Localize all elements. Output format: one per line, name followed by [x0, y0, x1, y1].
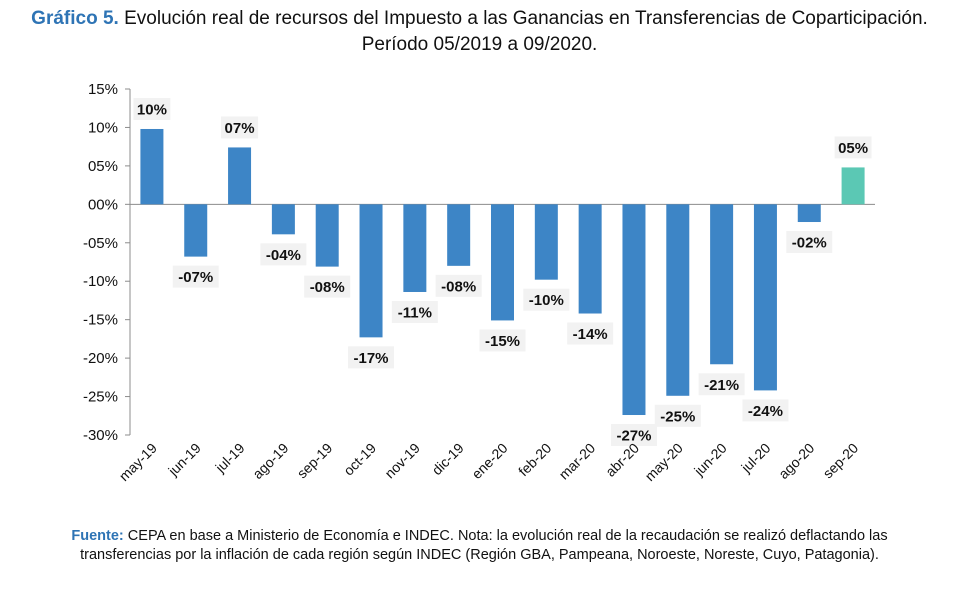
source-note: Fuente: CEPA en base a Ministerio de Eco… [40, 527, 919, 565]
bar-jun-19 [184, 204, 208, 257]
data-label-box [260, 243, 307, 266]
bar-ene-20 [491, 204, 514, 321]
bar-ago-19 [271, 204, 295, 235]
data-label-box [742, 399, 789, 422]
y-tick-label: 10% [88, 119, 118, 136]
bar-chart: 15% 10% 05% 00% -05% -10% -15% -20% -25% -30% 10% m… [83, 81, 875, 484]
bar-feb-20 [534, 204, 558, 280]
bar-may-20 [666, 204, 690, 396]
x-tick-label: dic-19 [429, 440, 467, 478]
data-label-box [610, 424, 657, 447]
bar-jul-19 [228, 147, 252, 205]
x-tick-label: nov-19 [381, 440, 423, 482]
x-tick-label: jun-20 [690, 440, 730, 480]
data-label: 10% [137, 101, 167, 118]
data-label: -08% [441, 278, 476, 295]
chart-title-text: Evolución real de recursos del Impuesto … [124, 8, 928, 55]
data-label-box [654, 404, 701, 427]
bar-ago-20 [797, 204, 821, 223]
bar-may-19 [140, 128, 164, 205]
data-label: 05% [838, 140, 868, 157]
x-tick-label: may-20 [642, 440, 686, 484]
y-tick-label: -10% [83, 273, 118, 290]
data-label-box [391, 300, 438, 323]
chart-title: Gráfico 5. Evolución real de recursos de… [20, 6, 939, 58]
x-tick-label: may-19 [116, 440, 160, 484]
x-tick-label: sep-20 [820, 440, 862, 482]
y-tick-label: -05% [83, 235, 118, 252]
data-label: -11% [398, 304, 432, 321]
bar-abr-20 [622, 204, 646, 416]
chart-title-lead: Gráfico 5. [31, 8, 119, 29]
y-tick-label: -25% [83, 389, 118, 406]
bar-nov-19 [403, 204, 427, 292]
x-tick-label: jun-19 [164, 440, 204, 480]
x-tick-label: jul-19 [211, 440, 247, 476]
y-tick-label: 15% [88, 81, 118, 98]
data-label-box [523, 288, 570, 311]
y-tick-label: -20% [83, 350, 118, 367]
bar-jul-20 [753, 204, 777, 391]
y-tick-label: -30% [83, 427, 118, 444]
bar-jun-20 [710, 204, 734, 365]
data-label-box [435, 274, 482, 297]
data-label-box [221, 116, 259, 139]
data-label: 07% [225, 120, 255, 137]
x-tick-label: jul-20 [737, 440, 773, 476]
data-label: -07% [178, 269, 213, 286]
data-label: -25% [660, 408, 695, 425]
x-tick-label: ago-19 [249, 440, 291, 482]
data-label: -15% [485, 333, 520, 350]
data-label: -17% [354, 350, 389, 367]
data-label-box [479, 329, 526, 352]
data-label: -14% [573, 326, 608, 343]
source-lead: Fuente: [71, 528, 124, 544]
data-label: -04% [266, 247, 301, 264]
y-tick-label: 00% [88, 196, 118, 213]
x-tick-label: oct-19 [340, 440, 379, 479]
x-tick-label: ago-20 [775, 440, 817, 482]
data-label-box [172, 265, 219, 288]
data-label: -08% [310, 279, 345, 296]
bar-mar-20 [578, 204, 602, 314]
data-label-box [834, 136, 872, 159]
data-label: -27% [616, 428, 651, 445]
x-tick-label: ene-20 [468, 440, 510, 482]
data-label-box [348, 346, 395, 369]
data-label: -02% [792, 235, 827, 252]
data-label-box [133, 97, 171, 120]
bar-sep-19 [315, 204, 339, 267]
bar-dic-19 [447, 204, 471, 266]
x-tick-label: sep-19 [294, 440, 336, 482]
data-label: -10% [529, 292, 564, 309]
data-label: -21% [704, 377, 739, 394]
data-label-box [786, 231, 833, 254]
x-tick-label: feb-20 [515, 440, 555, 480]
source-text: CEPA en base a Ministerio de Economía e … [80, 528, 888, 563]
x-tick-label: mar-20 [556, 440, 599, 483]
data-label-box [304, 275, 351, 298]
bar-sep-20 [841, 167, 865, 205]
bar-oct-19 [359, 204, 383, 338]
data-label-box [567, 322, 614, 345]
data-label: -24% [748, 403, 783, 420]
y-tick-label: 05% [88, 158, 118, 175]
data-label-box [698, 373, 745, 396]
y-tick-label: -15% [83, 312, 118, 329]
